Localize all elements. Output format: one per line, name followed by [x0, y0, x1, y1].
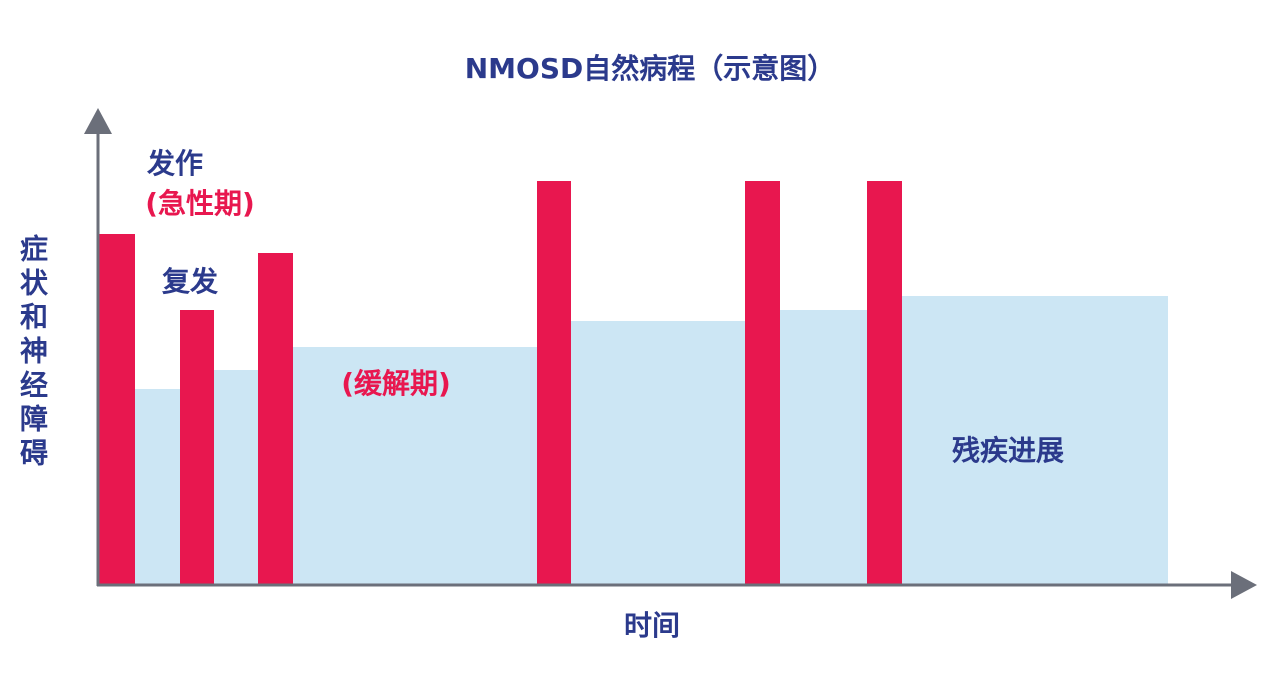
- y-axis-title: 症状和神经障碍: [16, 234, 49, 472]
- y-arrow: [84, 108, 112, 134]
- x-arrow: [1231, 571, 1257, 599]
- label: 残疾进展: [952, 434, 1064, 467]
- baseline-area: [135, 296, 1168, 585]
- attack-bar: [745, 181, 780, 585]
- attack-bar: [537, 181, 571, 585]
- title: NMOSD自然病程（示意图）: [465, 52, 836, 85]
- x-axis-title: 时间: [624, 609, 680, 642]
- attack-bars: [98, 181, 902, 585]
- label: 发作: [146, 147, 203, 180]
- label: (急性期): [145, 187, 255, 220]
- attack-bar: [180, 310, 214, 585]
- label: (缓解期): [341, 367, 451, 400]
- axes: [96, 130, 1235, 587]
- label: 复发: [162, 265, 218, 298]
- attack-bar: [258, 253, 293, 585]
- attack-bar: [867, 181, 902, 585]
- attack-bar: [98, 234, 135, 585]
